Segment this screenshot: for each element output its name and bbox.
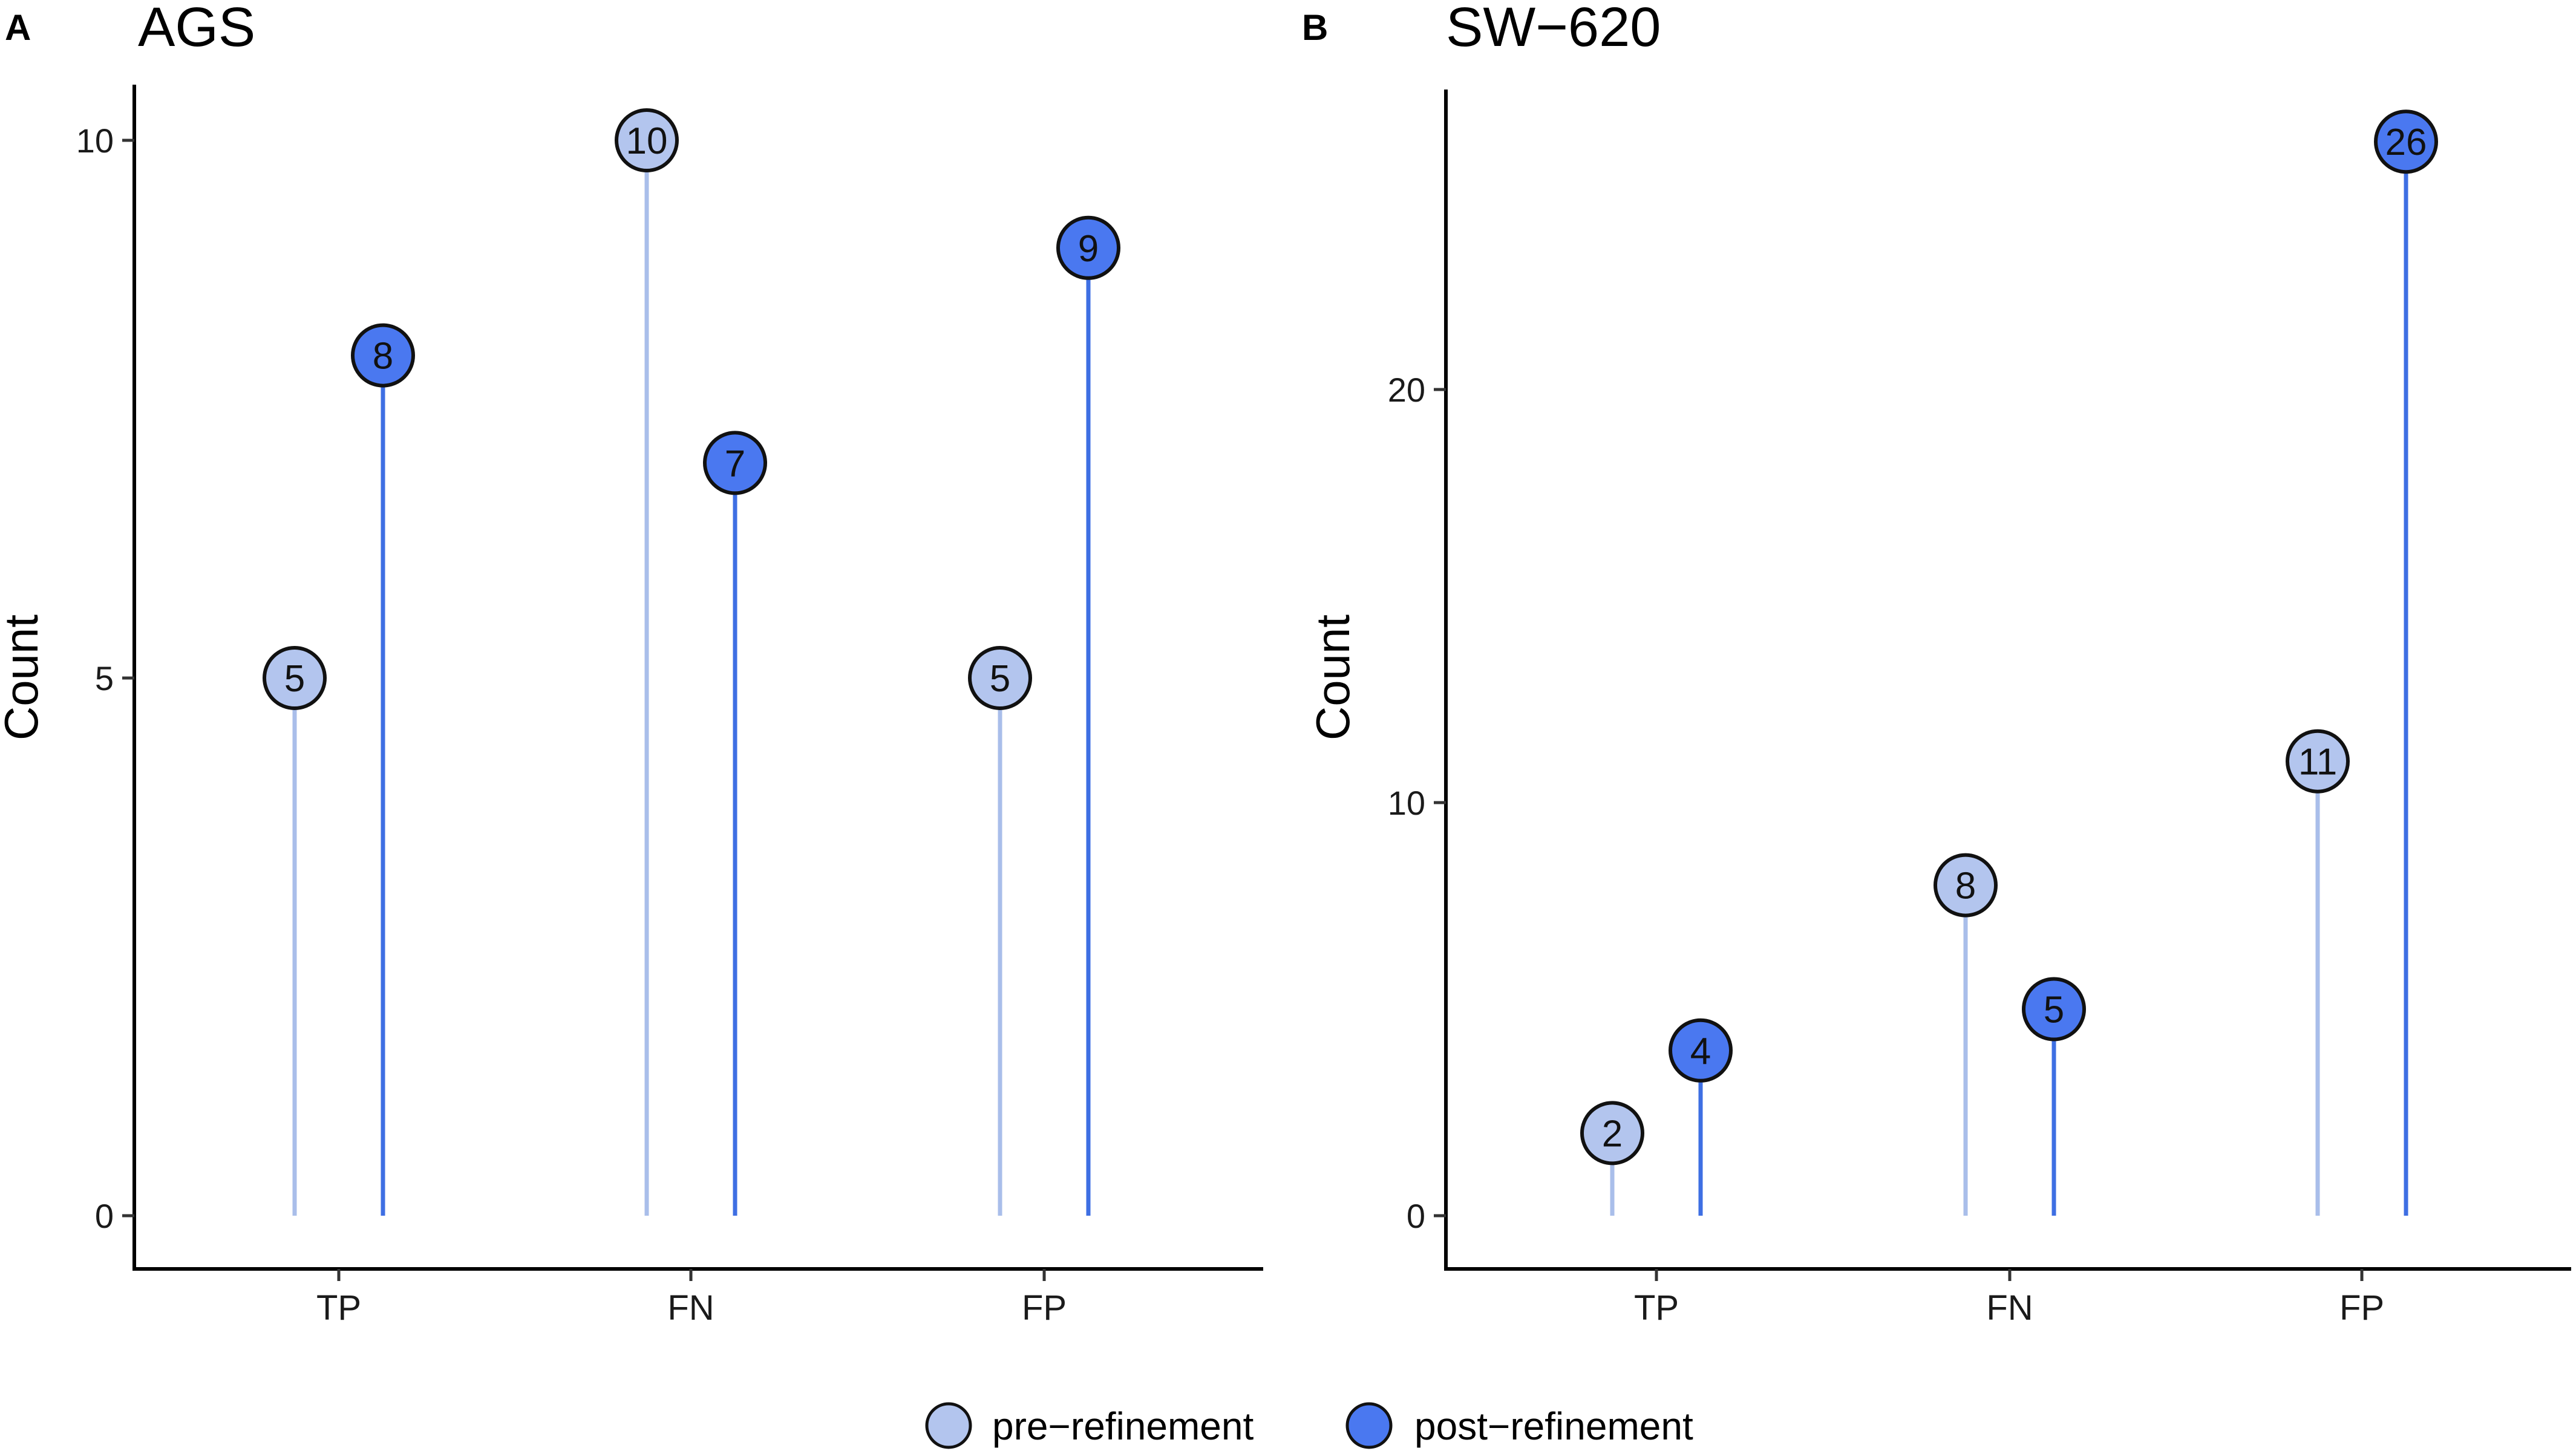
point-label-post-tp: 8 xyxy=(373,336,393,377)
y-tick-label: 20 xyxy=(1388,371,1425,409)
y-tick-label: 10 xyxy=(76,122,114,160)
point-label-pre-fp: 5 xyxy=(990,658,1010,700)
point-label-post-fp: 26 xyxy=(2385,122,2427,163)
x-tick-label: FN xyxy=(667,1288,714,1328)
point-post-fn xyxy=(703,431,767,495)
legend-label-pre: pre−refinement xyxy=(992,1404,1254,1448)
x-tick-label: FP xyxy=(1022,1288,1067,1328)
panel-A: A AGS Count 0 5 10 TP FN FP 5 10 5 8 7 9 xyxy=(0,0,1263,1328)
point-pre-fp xyxy=(2286,729,2350,794)
legend-key-pre xyxy=(925,1402,972,1449)
point-pre-tp xyxy=(1580,1101,1644,1165)
point-label-post-fn: 5 xyxy=(2044,989,2064,1031)
point-pre-tp xyxy=(263,646,327,710)
panel-title: SW−620 xyxy=(1446,0,1661,58)
x-tick-label: TP xyxy=(1634,1288,1679,1328)
point-post-tp xyxy=(1669,1018,1733,1083)
panel-title: AGS xyxy=(138,0,255,58)
legend-label-post: post−refinement xyxy=(1414,1404,1693,1448)
point-pre-fp xyxy=(968,646,1032,710)
x-tick-label: FP xyxy=(2339,1288,2384,1328)
point-post-fp xyxy=(2374,109,2438,174)
y-axis-title: Count xyxy=(1306,615,1359,740)
panel-B: B SW−620 Count 0 10 20 TP FN FP 2 8 11 4 5 26 xyxy=(1302,0,2571,1328)
point-post-fp xyxy=(1056,215,1120,280)
point-label-pre-tp: 2 xyxy=(1602,1113,1623,1155)
point-label-pre-fn: 8 xyxy=(1955,866,1976,907)
point-post-fn xyxy=(2022,977,2086,1042)
y-axis-title: Count xyxy=(0,615,48,740)
legend-key-post xyxy=(1345,1402,1393,1449)
panel-letter: A xyxy=(5,7,31,48)
point-label-pre-tp: 5 xyxy=(284,658,305,700)
y-tick-label: 0 xyxy=(95,1197,114,1235)
point-label-post-fp: 9 xyxy=(1078,228,1099,270)
point-label-pre-fp: 11 xyxy=(2298,742,2337,783)
panel-letter: B xyxy=(1302,7,1328,48)
y-tick-label: 0 xyxy=(1407,1197,1425,1235)
point-label-pre-fn: 10 xyxy=(626,120,668,162)
y-tick-label: 10 xyxy=(1388,784,1425,822)
point-pre-fn xyxy=(615,108,679,172)
x-tick-label: TP xyxy=(316,1288,361,1328)
x-tick-label: FN xyxy=(1986,1288,2033,1328)
y-tick-label: 5 xyxy=(95,659,114,697)
legend: pre−refinement post−refinement xyxy=(925,1402,1693,1449)
point-pre-fn xyxy=(1934,853,1998,918)
point-label-post-fn: 7 xyxy=(725,443,745,484)
point-post-tp xyxy=(351,323,415,388)
point-label-post-tp: 4 xyxy=(1690,1031,1711,1072)
